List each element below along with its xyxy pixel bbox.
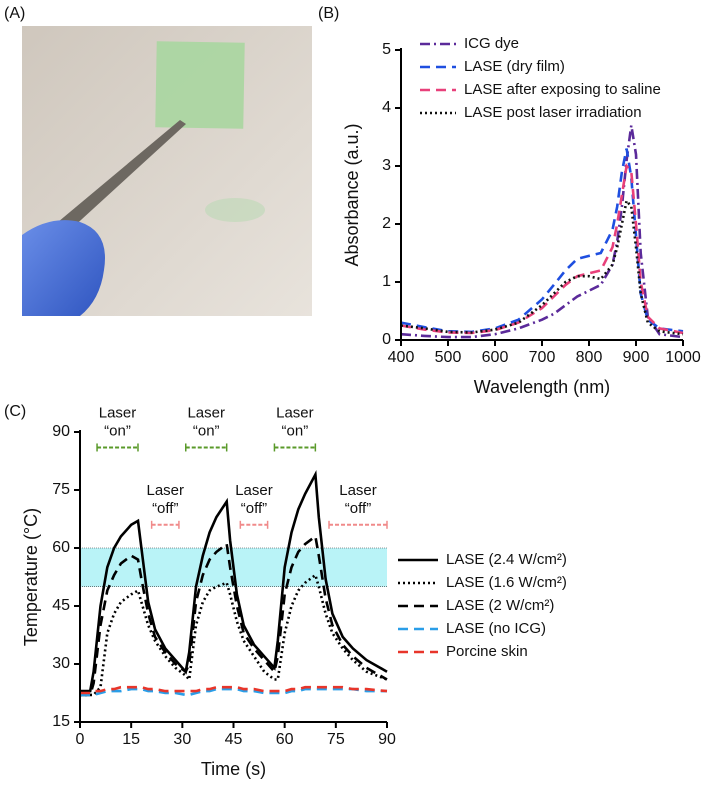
annotation: Laser: [235, 482, 273, 499]
x-tick-label: 400: [388, 349, 415, 366]
annotation: “off”: [152, 500, 178, 517]
series-line: [80, 469, 388, 693]
x-tick-label: 0: [76, 731, 85, 748]
panel-label: (A): [4, 5, 25, 22]
y-tick-label: 0: [382, 331, 391, 348]
y-axis-label: Absorbance (a.u.): [342, 123, 362, 266]
x-tick-label: 30: [173, 731, 191, 748]
legend-label: LASE (2 W/cm²): [446, 597, 554, 614]
legend-label: LASE (2.4 W/cm²): [446, 551, 567, 568]
annotation: “on”: [104, 422, 131, 439]
x-tick-label: 1000: [665, 349, 701, 366]
series-line: [80, 534, 388, 697]
annotation: “off”: [241, 500, 267, 517]
y-tick-label: 45: [52, 597, 70, 614]
annotation: Laser: [147, 482, 185, 499]
series-line: [400, 162, 684, 335]
annotation: “off”: [345, 500, 371, 517]
x-tick-label: 45: [225, 731, 243, 748]
y-tick-label: 5: [382, 41, 391, 58]
x-axis-label: Time (s): [201, 759, 266, 779]
series-line: [80, 687, 387, 697]
y-tick-label: 75: [52, 481, 70, 498]
annotation: “on”: [193, 422, 220, 439]
x-tick-label: 90: [378, 731, 396, 748]
y-tick-label: 30: [52, 655, 70, 672]
annotation: “on”: [282, 422, 309, 439]
panel-label: (B): [318, 5, 339, 22]
legend-label: LASE (1.6 W/cm²): [446, 574, 567, 591]
series-line: [80, 685, 388, 695]
x-tick-label: 700: [529, 349, 556, 366]
x-tick-label: 800: [576, 349, 603, 366]
panel-label: (C): [4, 403, 26, 420]
x-tick-label: 900: [623, 349, 650, 366]
x-tick-label: 600: [482, 349, 509, 366]
y-axis-label: Temperature (°C): [21, 508, 41, 646]
y-tick-label: 4: [382, 99, 391, 116]
legend-label: LASE post laser irradiation: [464, 104, 642, 121]
y-tick-label: 3: [382, 157, 391, 174]
annotation: Laser: [187, 404, 225, 421]
y-tick-label: 60: [52, 539, 70, 556]
y-tick-label: 90: [52, 423, 70, 440]
legend-label: LASE (dry film): [464, 58, 565, 75]
annotation: Laser: [339, 482, 377, 499]
x-tick-label: 60: [276, 731, 294, 748]
legend-label: LASE (no ICG): [446, 620, 546, 637]
legend-label: Porcine skin: [446, 643, 528, 660]
photo: [22, 26, 312, 316]
x-tick-label: 15: [122, 731, 140, 748]
x-tick-label: 500: [435, 349, 462, 366]
legend-label: ICG dye: [464, 35, 519, 52]
series-line: [400, 125, 684, 339]
annotation: Laser: [99, 404, 137, 421]
series-line: [400, 197, 684, 336]
series-line: [400, 148, 684, 334]
x-axis-label: Wavelength (nm): [474, 377, 610, 397]
annotation: Laser: [276, 404, 314, 421]
y-tick-label: 2: [382, 215, 391, 232]
y-tick-label: 15: [52, 713, 70, 730]
legend-label: LASE after exposing to saline: [464, 81, 661, 98]
y-tick-label: 1: [382, 273, 391, 290]
x-tick-label: 75: [327, 731, 345, 748]
